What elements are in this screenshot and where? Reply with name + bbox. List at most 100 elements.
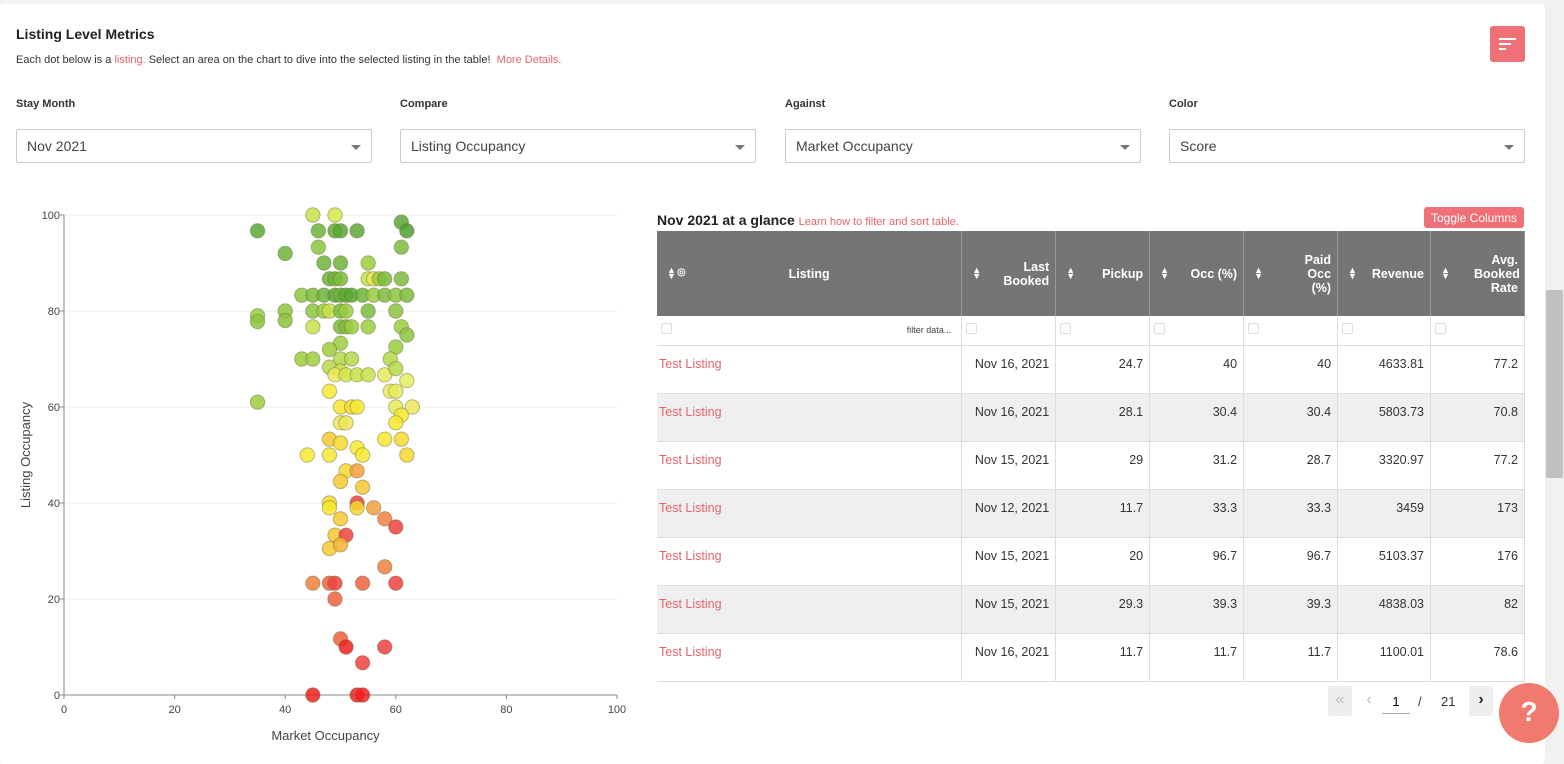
data-point[interactable]	[332, 473, 349, 490]
filter-cell[interactable]	[961, 316, 1057, 346]
data-point[interactable]	[377, 431, 393, 447]
table-row[interactable]: Test Listing Nov 15, 2021 20 96.7 96.7 5103.3…	[657, 537, 1525, 586]
data-point[interactable]	[327, 575, 343, 591]
filter-toggle-icon[interactable]	[1342, 323, 1354, 334]
data-point[interactable]	[321, 447, 338, 463]
data-point[interactable]	[377, 271, 393, 287]
filter-input[interactable]: filter data...	[906, 325, 952, 335]
listing-name-link[interactable]: Test Listing	[657, 393, 963, 442]
col-header-avg-booked-rate[interactable]: ▲ ▼ Avg. Booked Rate	[1430, 231, 1525, 316]
data-point[interactable]	[332, 435, 349, 451]
data-point[interactable]	[277, 312, 293, 329]
data-point[interactable]	[249, 394, 266, 410]
data-point[interactable]	[377, 511, 393, 527]
data-point[interactable]	[332, 335, 349, 351]
filter-cell-listing[interactable]: filter data...	[657, 316, 963, 346]
data-point[interactable]	[399, 327, 415, 343]
data-point[interactable]	[349, 223, 365, 239]
col-header-last-booked[interactable]: ▲ ▼ Last Booked	[961, 231, 1057, 316]
data-point[interactable]	[388, 519, 404, 535]
against-select[interactable]: Market Occupancy	[785, 129, 1141, 163]
data-point[interactable]	[388, 339, 404, 355]
data-point[interactable]	[399, 447, 415, 463]
filter-toggle-icon[interactable]	[1154, 323, 1166, 334]
filter-toggle-icon[interactable]	[1435, 323, 1446, 334]
table-row[interactable]: Test Listing Nov 15, 2021 29.3 39.3 39.3 4838…	[657, 585, 1525, 634]
sort-icon[interactable]: ▲ ▼	[1160, 265, 1170, 281]
data-point[interactable]	[327, 591, 343, 607]
col-header-listing[interactable]: ▲ ▼ ◎ Listing	[657, 231, 963, 316]
data-point[interactable]	[332, 511, 349, 527]
data-point[interactable]	[343, 319, 360, 335]
data-point[interactable]	[305, 351, 321, 367]
scatter-chart[interactable]: 0 20 40 60 80 100 0 20 40 60 80 100 Market Occupancy…	[0, 190, 640, 750]
data-point[interactable]	[338, 415, 354, 431]
data-point[interactable]	[327, 207, 343, 223]
data-point[interactable]	[388, 415, 404, 431]
data-point[interactable]	[354, 655, 371, 671]
data-point[interactable]	[310, 239, 327, 255]
data-point[interactable]	[377, 639, 393, 655]
data-point[interactable]	[249, 313, 266, 330]
data-point[interactable]	[388, 360, 404, 377]
sort-icon[interactable]: ▲ ▼	[1441, 265, 1450, 281]
data-point[interactable]	[338, 303, 354, 319]
data-point[interactable]	[316, 255, 332, 271]
data-point[interactable]	[360, 255, 376, 271]
table-row[interactable]: Test Listing Nov 12, 2021 11.7 33.3 33.3 3459…	[657, 489, 1525, 538]
filter-cell[interactable]	[1243, 316, 1339, 346]
filter-cell[interactable]	[1149, 316, 1245, 346]
sort-icon[interactable]: ▲ ▼	[1254, 265, 1263, 281]
data-point[interactable]	[377, 559, 393, 575]
data-point[interactable]	[349, 463, 365, 479]
hide-column-icon[interactable]: ◎	[677, 267, 686, 278]
stay-month-select[interactable]: Nov 2021	[16, 129, 372, 163]
color-select[interactable]: Score	[1169, 129, 1525, 163]
filter-toggle-icon[interactable]	[1248, 323, 1260, 334]
data-point[interactable]	[321, 383, 338, 399]
data-point[interactable]	[305, 575, 321, 591]
listing-name-link[interactable]: Test Listing	[657, 585, 963, 634]
data-point[interactable]	[321, 341, 338, 358]
data-point[interactable]	[321, 500, 338, 516]
data-point[interactable]	[349, 500, 365, 516]
table-row[interactable]: Test Listing Nov 16, 2021 28.1 30.4 30.4 5803…	[657, 393, 1525, 442]
sort-icon[interactable]: ▲ ▼	[972, 265, 982, 281]
data-point[interactable]	[332, 537, 349, 553]
filter-toggle-icon[interactable]	[661, 323, 672, 334]
filter-cell[interactable]	[1337, 316, 1431, 346]
first-page-button[interactable]: «	[1328, 686, 1352, 716]
sort-icon[interactable]: ▲ ▼	[667, 265, 676, 281]
data-point[interactable]	[305, 687, 321, 703]
data-point[interactable]	[399, 372, 415, 389]
scrollbar-thumb[interactable]	[1546, 290, 1563, 478]
data-point[interactable]	[399, 223, 415, 239]
data-point[interactable]	[354, 447, 371, 463]
data-point[interactable]	[354, 687, 371, 703]
more-details-link[interactable]: More Details.	[496, 54, 562, 66]
compare-select[interactable]: Listing Occupancy	[400, 129, 756, 163]
data-point[interactable]	[377, 367, 393, 383]
col-header-pickup[interactable]: ▲ ▼ Pickup	[1055, 231, 1151, 316]
data-point[interactable]	[399, 287, 415, 303]
data-point[interactable]	[299, 447, 316, 463]
data-point[interactable]	[388, 303, 404, 319]
next-page-button[interactable]: ›	[1469, 686, 1493, 716]
col-header-revenue[interactable]: ▲ ▼ Revenue	[1337, 231, 1431, 316]
data-point[interactable]	[305, 207, 321, 223]
table-row[interactable]: Test Listing Nov 16, 2021 11.7 11.7 11.7 1100…	[657, 633, 1525, 682]
filter-cell[interactable]	[1430, 316, 1525, 346]
data-point[interactable]	[338, 639, 354, 655]
data-point[interactable]	[354, 479, 371, 495]
listing-name-link[interactable]: Test Listing	[657, 489, 963, 538]
data-point[interactable]	[360, 319, 376, 335]
data-point[interactable]	[393, 431, 410, 447]
data-point[interactable]	[360, 303, 376, 319]
data-point[interactable]	[404, 399, 421, 415]
data-point[interactable]	[388, 575, 404, 591]
data-point[interactable]	[365, 500, 382, 516]
data-point[interactable]	[332, 223, 349, 239]
data-point[interactable]	[349, 399, 365, 415]
sort-icon[interactable]: ▲ ▼	[1348, 265, 1357, 281]
data-point[interactable]	[332, 255, 349, 271]
